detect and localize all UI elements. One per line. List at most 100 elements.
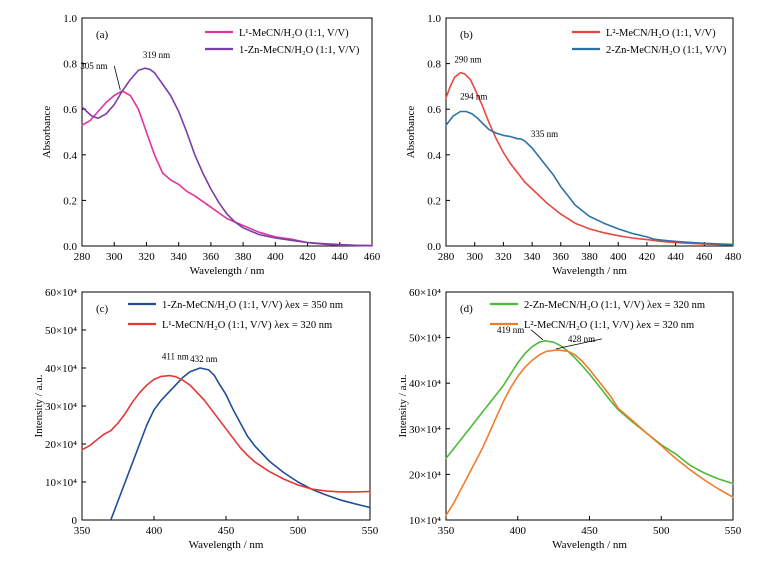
annotation-pointer xyxy=(555,338,603,350)
series-line-1 xyxy=(445,340,734,485)
y-tick-label: 20×10⁴ xyxy=(409,469,441,481)
x-tick-label: 550 xyxy=(725,525,742,537)
y-axis-title: Intensity / a.u. xyxy=(397,374,409,437)
x-tick-label: 300 xyxy=(466,251,483,263)
x-tick-label: 380 xyxy=(581,251,598,263)
annotation-pointer xyxy=(530,329,544,341)
panel-d: 350 400 450 500 550 10×10⁴ 20×10⁴ 30×10⁴ 40×10⁴ 5… xyxy=(397,287,742,551)
panel-a: 280 300 320 340 360 380 400 420 440 460 0.0 0.2 0.4 0… xyxy=(41,13,381,277)
x-tick-label: 550 xyxy=(362,525,379,537)
x-tick-label: 300 xyxy=(106,251,123,263)
y-tick-label: 10×10⁴ xyxy=(409,515,441,527)
annotation-pointer xyxy=(113,65,121,91)
y-axis-title: Absorbance xyxy=(41,106,53,159)
y-tick-label: 0.2 xyxy=(63,195,77,207)
y-tick-label: 0.4 xyxy=(63,150,77,162)
y-tick-label: 0.0 xyxy=(427,241,441,253)
series-line-2 xyxy=(445,349,734,517)
legend-entry: L²-MeCN/H₂O (1:1, V/V) xyxy=(606,28,716,39)
series-line-2 xyxy=(81,67,373,247)
peak-annotation: 419 nm xyxy=(497,325,524,335)
peak-annotation: 305 nm xyxy=(80,61,107,71)
legend-entry: 1-Zn-MeCN/H₂O (1:1, V/V) xyxy=(239,45,360,56)
y-tick-label: 0.8 xyxy=(63,59,77,71)
y-tick-label: 1.0 xyxy=(427,13,441,25)
plot-frame xyxy=(81,17,373,247)
x-tick-label: 360 xyxy=(203,251,220,263)
x-tick-label: 440 xyxy=(332,251,349,263)
y-tick-label: 1.0 xyxy=(63,13,77,25)
x-tick-label: 400 xyxy=(267,251,284,263)
y-tick-label: 60×10⁴ xyxy=(45,287,77,299)
x-tick-label: 280 xyxy=(438,251,455,263)
x-tick-label: 460 xyxy=(364,251,381,263)
x-axis-title: Wavelength / nm xyxy=(552,539,627,551)
x-tick-label: 380 xyxy=(235,251,252,263)
legend-entry: 1-Zn-MeCN/H₂O (1:1, V/V) λex = 350 nm xyxy=(162,300,343,311)
x-tick-label: 440 xyxy=(667,251,684,263)
y-tick-label: 0 xyxy=(72,515,78,527)
x-tick-label: 340 xyxy=(524,251,541,263)
peak-annotation: 335 nm xyxy=(531,129,558,139)
x-tick-label: 400 xyxy=(610,251,627,263)
y-tick-label: 50×10⁴ xyxy=(45,325,77,337)
peak-annotation: 319 nm xyxy=(143,50,170,60)
x-tick-label: 350 xyxy=(438,525,455,537)
legend-entry: L¹-MeCN/H₂O (1:1, V/V) λex = 320 nm xyxy=(162,320,332,331)
series-line-1 xyxy=(81,90,373,247)
x-tick-label: 450 xyxy=(581,525,598,537)
y-tick-label: 0.4 xyxy=(427,150,441,162)
panel-label: (c) xyxy=(96,303,109,315)
panel-c: 350 400 450 500 550 0 10×10⁴ 20×10⁴ 30×10⁴ 40×10⁴… xyxy=(33,287,379,551)
y-tick-label: 0.8 xyxy=(427,59,441,71)
x-tick-label: 340 xyxy=(170,251,187,263)
panel-label: (b) xyxy=(460,29,473,41)
y-tick-label: 50×10⁴ xyxy=(409,333,441,345)
y-axis-title: Absorbance xyxy=(405,106,417,159)
x-tick-label: 320 xyxy=(138,251,155,263)
x-axis-title: Wavelength / nm xyxy=(190,265,265,277)
y-tick-label: 0.0 xyxy=(63,241,77,253)
y-tick-label: 40×10⁴ xyxy=(45,363,77,375)
x-tick-label: 420 xyxy=(639,251,656,263)
x-tick-label: 500 xyxy=(290,525,307,537)
x-tick-label: 360 xyxy=(553,251,570,263)
peak-annotation: 290 nm xyxy=(454,55,481,65)
x-tick-label: 450 xyxy=(218,525,235,537)
x-tick-label: 350 xyxy=(74,525,91,537)
y-tick-label: 30×10⁴ xyxy=(45,401,77,413)
y-tick-label: 20×10⁴ xyxy=(45,439,77,451)
x-tick-label: 500 xyxy=(653,525,670,537)
x-tick-label: 480 xyxy=(725,251,742,263)
y-tick-label: 0.6 xyxy=(63,104,77,116)
peak-annotation: 411 nm xyxy=(162,352,189,362)
y-tick-label: 40×10⁴ xyxy=(409,378,441,390)
y-axis-title: Intensity / a.u. xyxy=(33,374,45,437)
x-tick-label: 420 xyxy=(299,251,316,263)
x-tick-label: 320 xyxy=(495,251,512,263)
panel-label: (d) xyxy=(460,303,473,315)
series-line-1 xyxy=(110,367,371,521)
legend-entry: L²-MeCN/H₂O (1:1, V/V) λex = 320 nm xyxy=(524,320,694,331)
panel-label: (a) xyxy=(96,29,109,41)
x-tick-label: 280 xyxy=(74,251,91,263)
y-tick-label: 0.6 xyxy=(427,104,441,116)
legend-entry: L¹-MeCN/H₂O (1:1, V/V) xyxy=(239,28,349,39)
y-tick-label: 10×10⁴ xyxy=(45,477,77,489)
peak-annotation: 428 nm xyxy=(568,334,595,344)
x-tick-label: 460 xyxy=(696,251,713,263)
y-tick-label: 30×10⁴ xyxy=(409,424,441,436)
series-line-1 xyxy=(445,71,734,246)
legend-entry: 2-Zn-MeCN/H₂O (1:1, V/V) xyxy=(606,45,727,56)
x-axis-title: Wavelength / nm xyxy=(552,265,627,277)
legend-entry: 2-Zn-MeCN/H₂O (1:1, V/V) λex = 320 nm xyxy=(524,300,705,311)
x-tick-label: 400 xyxy=(146,525,163,537)
peak-annotation: 294 nm xyxy=(460,91,487,101)
panel-b: 280 300 320 340 360 380 400 420 440 460 480 0.0 0.2 0… xyxy=(405,13,742,277)
x-tick-label: 400 xyxy=(510,525,527,537)
series-line-2 xyxy=(81,374,371,493)
series-line-2 xyxy=(445,110,734,246)
y-tick-label: 0.2 xyxy=(427,195,441,207)
y-tick-label: 60×10⁴ xyxy=(409,287,441,299)
